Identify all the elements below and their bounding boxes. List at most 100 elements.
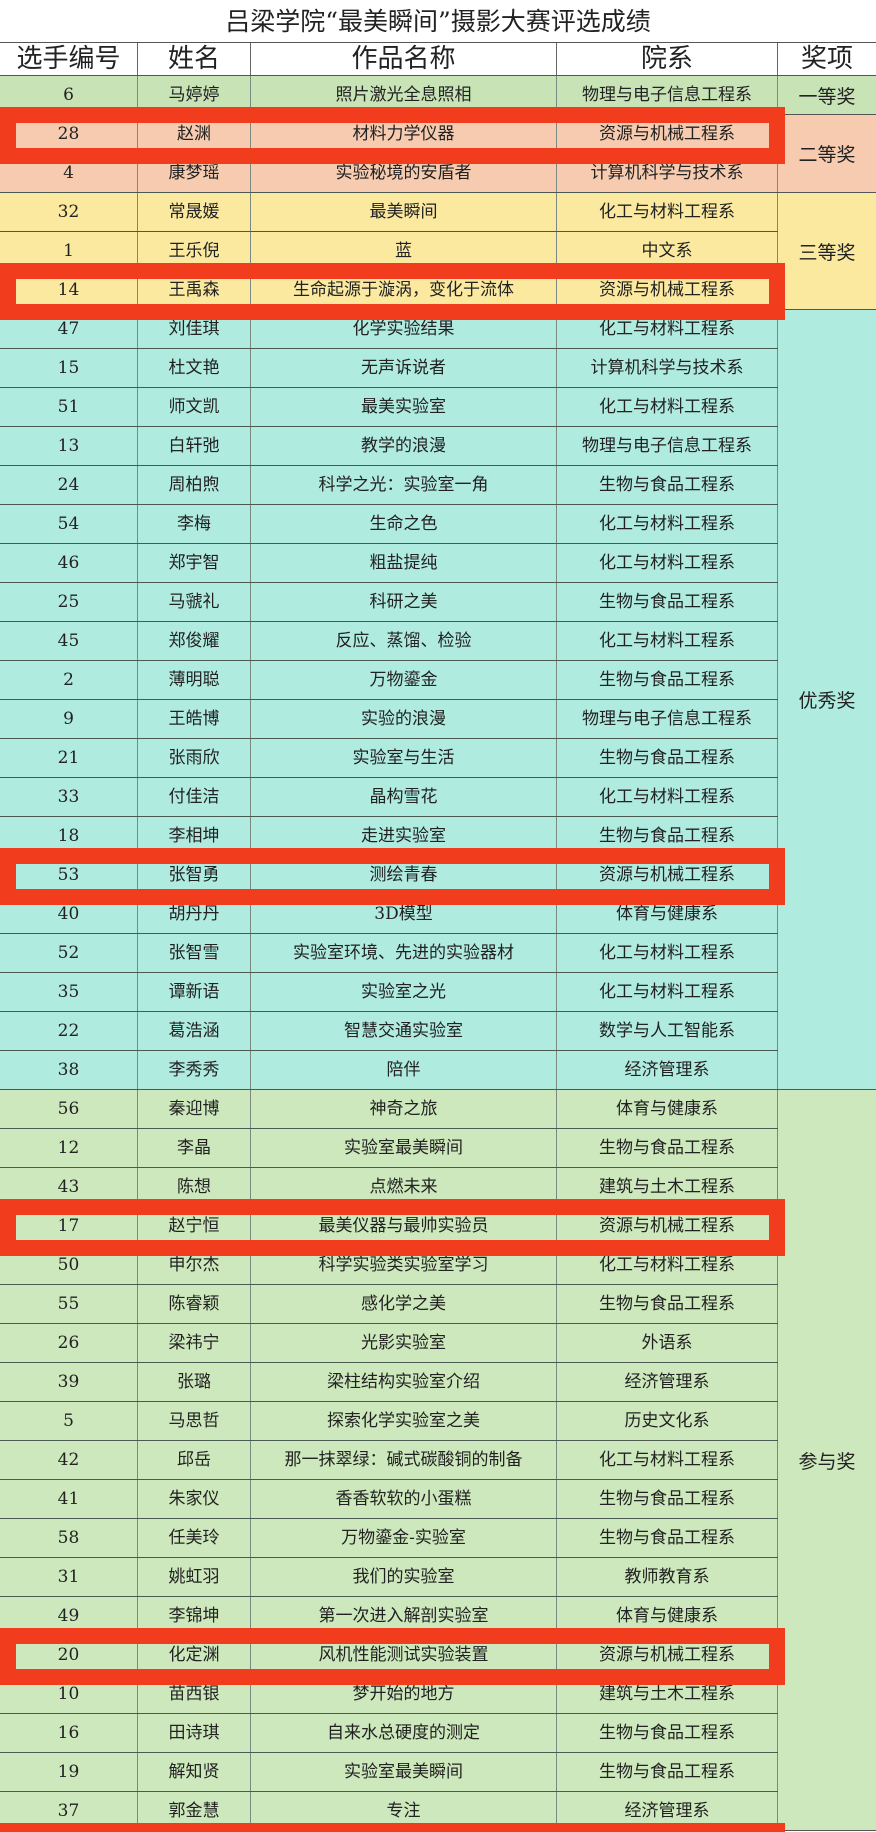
- cell-contestant-id: 21: [0, 739, 138, 777]
- cell-name: 李秀秀: [138, 1051, 251, 1089]
- cell-name: 张智雪: [138, 934, 251, 972]
- award-cell: 一等奖: [778, 76, 876, 115]
- cell-department: 中文系: [557, 232, 778, 270]
- cell-contestant-id: 4: [0, 154, 138, 192]
- cell-work-title: 第一次进入解剖实验室: [251, 1597, 557, 1635]
- cell-contestant-id: 17: [0, 1207, 138, 1245]
- cell-work-title: 材料力学仪器: [251, 115, 557, 153]
- cell-contestant-id: 46: [0, 544, 138, 582]
- cell-department: 教师教育系: [557, 1558, 778, 1596]
- cell-name: 王禹森: [138, 271, 251, 309]
- cell-work-title: 最美仪器与最帅实验员: [251, 1207, 557, 1245]
- cell-contestant-id: 43: [0, 1168, 138, 1206]
- cell-name: 赵渊: [138, 115, 251, 153]
- table-row: 58 任美玲 万物鎏金-实验室 生物与食品工程系: [0, 1519, 778, 1558]
- cell-work-title: 智慧交通实验室: [251, 1012, 557, 1050]
- cell-department: 生物与食品工程系: [557, 1519, 778, 1557]
- table-row: 25 马虢礼 科研之美 生物与食品工程系: [0, 583, 778, 622]
- cell-name: 李梅: [138, 505, 251, 543]
- table-row: 12 李晶 实验室最美瞬间 生物与食品工程系: [0, 1129, 778, 1168]
- cell-contestant-id: 12: [0, 1129, 138, 1167]
- highlight-box: [0, 1199, 785, 1256]
- cell-work-title: 香香软软的小蛋糕: [251, 1480, 557, 1518]
- table-row: 38 李秀秀 陪伴 经济管理系: [0, 1051, 778, 1090]
- cell-department: 生物与食品工程系: [557, 1480, 778, 1518]
- cell-work-title: 实验室最美瞬间: [251, 1753, 557, 1791]
- cell-name: 王乐倪: [138, 232, 251, 270]
- cell-name: 任美玲: [138, 1519, 251, 1557]
- cell-contestant-id: 26: [0, 1324, 138, 1362]
- cell-name: 张雨欣: [138, 739, 251, 777]
- table-row: 46 郑宇智 粗盐提纯 化工与材料工程系: [0, 544, 778, 583]
- cell-department: 生物与食品工程系: [557, 466, 778, 504]
- cell-contestant-id: 49: [0, 1597, 138, 1635]
- cell-work-title: 专注: [251, 1792, 557, 1830]
- cell-contestant-id: 56: [0, 1090, 138, 1128]
- cell-work-title: 感化学之美: [251, 1285, 557, 1323]
- header-department: 院系: [557, 43, 778, 76]
- award-cell: 参与奖: [778, 1090, 876, 1831]
- cell-department: 化工与材料工程系: [557, 934, 778, 972]
- cell-name: 郑宇智: [138, 544, 251, 582]
- cell-work-title: 探索化学实验室之美: [251, 1402, 557, 1440]
- cell-contestant-id: 13: [0, 427, 138, 465]
- cell-department: 化工与材料工程系: [557, 388, 778, 426]
- cell-department: 生物与食品工程系: [557, 583, 778, 621]
- cell-name: 师文凯: [138, 388, 251, 426]
- cell-name: 杜文艳: [138, 349, 251, 387]
- highlight-box: [0, 1823, 785, 1832]
- cell-contestant-id: 55: [0, 1285, 138, 1323]
- cell-department: 生物与食品工程系: [557, 1714, 778, 1752]
- cell-name: 葛浩涵: [138, 1012, 251, 1050]
- cell-department: 化工与材料工程系: [557, 1246, 778, 1284]
- cell-work-title: 风机性能测试实验装置: [251, 1636, 557, 1674]
- cell-work-title: 3D模型: [251, 895, 557, 933]
- cell-work-title: 梁柱结构实验室介绍: [251, 1363, 557, 1401]
- cell-department: 生物与食品工程系: [557, 661, 778, 699]
- table-row: 19 解知贤 实验室最美瞬间 生物与食品工程系: [0, 1753, 778, 1792]
- highlight-box: [0, 263, 785, 320]
- cell-name: 康梦瑶: [138, 154, 251, 192]
- cell-name: 苗西银: [138, 1675, 251, 1713]
- highlight-box: [0, 1628, 785, 1685]
- cell-name: 田诗琪: [138, 1714, 251, 1752]
- cell-work-title: 万物鎏金: [251, 661, 557, 699]
- cell-contestant-id: 16: [0, 1714, 138, 1752]
- cell-work-title: 神奇之旅: [251, 1090, 557, 1128]
- cell-contestant-id: 38: [0, 1051, 138, 1089]
- header-work-title: 作品名称: [251, 43, 557, 76]
- cell-name: 李锦坤: [138, 1597, 251, 1635]
- cell-work-title: 陪伴: [251, 1051, 557, 1089]
- award-cell: 三等奖: [778, 193, 876, 310]
- table-row: 55 陈睿颖 感化学之美 生物与食品工程系: [0, 1285, 778, 1324]
- cell-name: 秦迎博: [138, 1090, 251, 1128]
- table-row: 21 张雨欣 实验室与生活 生物与食品工程系: [0, 739, 778, 778]
- cell-contestant-id: 52: [0, 934, 138, 972]
- cell-name: 马思哲: [138, 1402, 251, 1440]
- cell-work-title: 无声诉说者: [251, 349, 557, 387]
- table-row: 9 王皓博 实验的浪漫 物理与电子信息工程系: [0, 700, 778, 739]
- cell-name: 胡丹丹: [138, 895, 251, 933]
- cell-department: 生物与食品工程系: [557, 817, 778, 855]
- cell-contestant-id: 1: [0, 232, 138, 270]
- cell-work-title: 反应、蒸馏、检验: [251, 622, 557, 660]
- cell-work-title: 科研之美: [251, 583, 557, 621]
- cell-contestant-id: 41: [0, 1480, 138, 1518]
- table-row: 22 葛浩涵 智慧交通实验室 数学与人工智能系: [0, 1012, 778, 1051]
- cell-contestant-id: 54: [0, 505, 138, 543]
- cell-contestant-id: 5: [0, 1402, 138, 1440]
- cell-department: 化工与材料工程系: [557, 973, 778, 1011]
- table-row: 13 白轩弛 教学的浪漫 物理与电子信息工程系: [0, 427, 778, 466]
- table-row: 35 谭新语 实验室之光 化工与材料工程系: [0, 973, 778, 1012]
- cell-work-title: 科学实验类实验室学习: [251, 1246, 557, 1284]
- cell-contestant-id: 39: [0, 1363, 138, 1401]
- cell-department: 化工与材料工程系: [557, 622, 778, 660]
- table-row: 5 马思哲 探索化学实验室之美 历史文化系: [0, 1402, 778, 1441]
- table-row: 52 张智雪 实验室环境、先进的实验器材 化工与材料工程系: [0, 934, 778, 973]
- cell-contestant-id: 50: [0, 1246, 138, 1284]
- table-row: 51 师文凯 最美实验室 化工与材料工程系: [0, 388, 778, 427]
- cell-contestant-id: 22: [0, 1012, 138, 1050]
- cell-work-title: 测绘青春: [251, 856, 557, 894]
- table-row: 42 邱岳 那一抹翠绿：碱式碳酸铜的制备 化工与材料工程系: [0, 1441, 778, 1480]
- cell-work-title: 实验的浪漫: [251, 700, 557, 738]
